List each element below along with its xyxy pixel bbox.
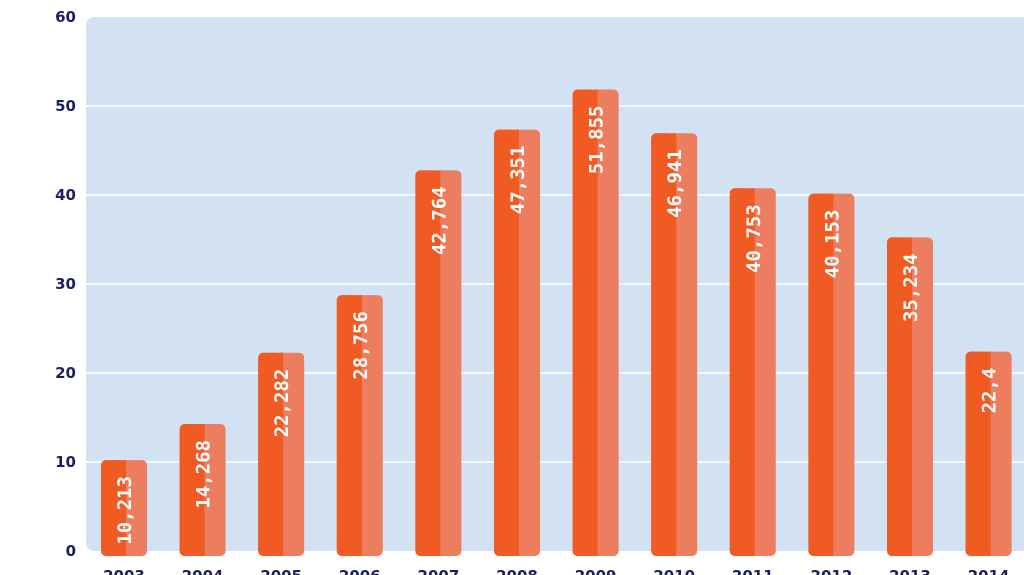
bar-shade-join — [357, 295, 362, 556]
bar-group: 14,268 — [179, 424, 226, 556]
bar-shade-join — [436, 170, 441, 557]
bar-shade-join — [200, 424, 205, 556]
bar-group: 28,756 — [336, 295, 383, 556]
bars: 10,213 14,268 22,282 28,756 42,764 47,351 51,8… — [101, 89, 1012, 557]
x-tick-label: 2007 — [418, 567, 460, 575]
x-tick-label: 2006 — [339, 567, 381, 575]
bar-data-label: 46,941 — [664, 149, 686, 218]
bar-data-label: 10,213 — [114, 476, 136, 545]
bar-data-label: 42,764 — [428, 186, 450, 255]
bar-shade-join — [279, 352, 284, 556]
x-axis-ticks: 2003 2004 2005 2006 2007 2008 2009 2010 2011 2012… — [103, 567, 1009, 575]
bar-shade — [572, 89, 596, 556]
bar-data-label: 14,268 — [193, 440, 215, 509]
bar-group: 47,351 — [494, 129, 540, 556]
bar-shade — [651, 133, 675, 556]
bar-shade-join — [593, 89, 598, 556]
y-tick-label: 0 — [66, 542, 76, 560]
bar-group: 42,764 — [415, 170, 462, 557]
bar-shade — [808, 193, 832, 556]
gridlines — [86, 105, 1024, 463]
bar-group: 10,213 — [101, 460, 147, 556]
y-tick-label: 40 — [55, 186, 76, 204]
bar-shade — [729, 188, 753, 557]
bar-shade-join — [908, 237, 912, 556]
bar-group: 40,753 — [729, 188, 776, 557]
bar-data-label: 40,753 — [743, 204, 765, 273]
bar-shade — [887, 237, 910, 556]
y-axis-ticks: 0 10 20 30 40 50 60 — [55, 8, 76, 560]
x-tick-label: 2012 — [811, 567, 853, 575]
x-tick-label: 2004 — [182, 567, 224, 575]
bar-data-label: 51,855 — [586, 105, 608, 174]
bar-shade — [415, 170, 439, 557]
x-tick-label: 2013 — [889, 567, 931, 575]
x-tick-label: 2008 — [496, 567, 538, 575]
y-tick-label: 10 — [55, 453, 76, 471]
bar-group: 40,153 — [808, 193, 855, 556]
bar-data-label: 40,153 — [821, 210, 843, 279]
y-tick-label: 50 — [55, 97, 76, 115]
bar-shade-join — [122, 460, 126, 556]
bar-shade — [965, 351, 989, 556]
bar-shade-join — [986, 351, 991, 556]
bar-shade — [101, 460, 124, 556]
bar-group: 22,4 — [965, 351, 1012, 556]
y-tick-label: 60 — [55, 8, 76, 26]
x-tick-label: 2014 — [968, 567, 1010, 575]
bar-group: 46,941 — [651, 133, 698, 556]
x-tick-label: 2005 — [260, 567, 302, 575]
bar-data-label: 47,351 — [507, 146, 529, 215]
bar-group: 51,855 — [572, 89, 619, 556]
bar-shade-join — [829, 193, 834, 556]
bar-shade — [258, 352, 282, 556]
bar-shade — [336, 295, 360, 556]
x-tick-label: 2009 — [575, 567, 617, 575]
x-tick-label: 2003 — [103, 567, 145, 575]
y-tick-label: 30 — [55, 275, 76, 293]
bar-data-label: 22,282 — [271, 369, 293, 438]
bar-shade — [494, 129, 517, 556]
bar-group: 22,282 — [258, 352, 305, 556]
bar-data-label: 28,756 — [350, 311, 372, 380]
y-tick-label: 20 — [55, 364, 76, 382]
x-tick-label: 2010 — [653, 567, 695, 575]
bar-data-label: 35,234 — [900, 253, 922, 322]
bar-data-label: 22,4 — [979, 368, 1001, 414]
bar-shade-join — [515, 129, 519, 556]
bar-shade-join — [750, 188, 755, 557]
bar-shade-join — [672, 133, 677, 556]
x-tick-label: 2011 — [732, 567, 774, 575]
bar-group: 35,234 — [887, 237, 933, 556]
bar-shade — [179, 424, 203, 556]
